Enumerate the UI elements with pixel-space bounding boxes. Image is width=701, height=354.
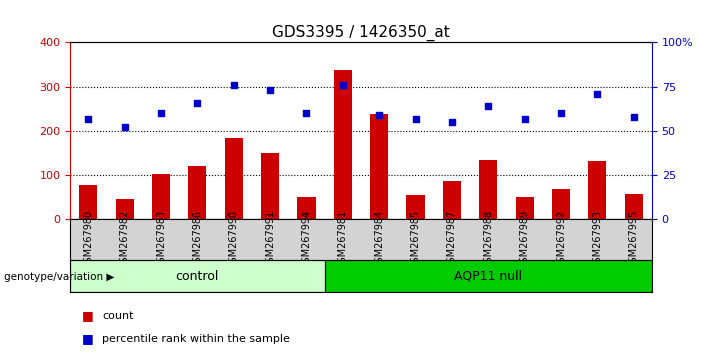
Text: GSM267992: GSM267992 — [556, 210, 566, 269]
Text: GSM267987: GSM267987 — [447, 210, 457, 269]
Point — [483, 103, 494, 109]
Point — [410, 116, 421, 121]
Bar — [407, 195, 425, 219]
Bar — [625, 194, 643, 219]
Text: GSM267983: GSM267983 — [156, 210, 166, 269]
Bar — [70, 260, 325, 292]
Text: GSM267986: GSM267986 — [192, 210, 203, 269]
Text: GSM267980: GSM267980 — [83, 210, 93, 269]
Text: GSM267991: GSM267991 — [265, 210, 275, 269]
Text: ■: ■ — [82, 309, 93, 322]
Text: AQP11 null: AQP11 null — [454, 270, 522, 282]
Text: GSM267994: GSM267994 — [301, 210, 311, 269]
Point — [264, 87, 275, 93]
Point — [519, 116, 530, 121]
Text: GSM267982: GSM267982 — [120, 210, 130, 269]
Point — [592, 91, 603, 97]
Text: GSM267989: GSM267989 — [519, 210, 530, 269]
Bar — [334, 70, 352, 219]
Point — [555, 110, 566, 116]
Point — [628, 114, 639, 120]
Bar — [443, 181, 461, 219]
Point — [83, 116, 94, 121]
Bar — [370, 114, 388, 219]
Bar — [261, 153, 279, 219]
Bar — [152, 174, 170, 219]
Point — [156, 110, 167, 116]
Title: GDS3395 / 1426350_at: GDS3395 / 1426350_at — [272, 25, 450, 41]
Text: GSM267995: GSM267995 — [629, 210, 639, 269]
Text: percentile rank within the sample: percentile rank within the sample — [102, 334, 290, 344]
Point — [337, 82, 348, 88]
Bar — [224, 138, 243, 219]
Text: GSM267988: GSM267988 — [483, 210, 494, 269]
Text: control: control — [176, 270, 219, 282]
Bar — [116, 199, 134, 219]
Bar — [479, 160, 498, 219]
Text: count: count — [102, 311, 134, 321]
Point — [192, 100, 203, 105]
Point — [301, 110, 312, 116]
Bar — [297, 198, 315, 219]
Bar — [515, 198, 533, 219]
Point — [447, 119, 458, 125]
Point — [228, 82, 239, 88]
Bar — [588, 161, 606, 219]
Text: GSM267990: GSM267990 — [229, 210, 239, 269]
Bar — [79, 185, 97, 219]
Point — [119, 125, 130, 130]
Text: GSM267993: GSM267993 — [592, 210, 602, 269]
Text: genotype/variation ▶: genotype/variation ▶ — [4, 272, 114, 282]
Text: GSM267985: GSM267985 — [411, 210, 421, 269]
Text: GSM267984: GSM267984 — [374, 210, 384, 269]
Bar — [189, 166, 207, 219]
Bar — [552, 189, 570, 219]
Text: ■: ■ — [82, 332, 93, 346]
Text: GSM267981: GSM267981 — [338, 210, 348, 269]
Point — [374, 112, 385, 118]
Bar — [325, 260, 652, 292]
